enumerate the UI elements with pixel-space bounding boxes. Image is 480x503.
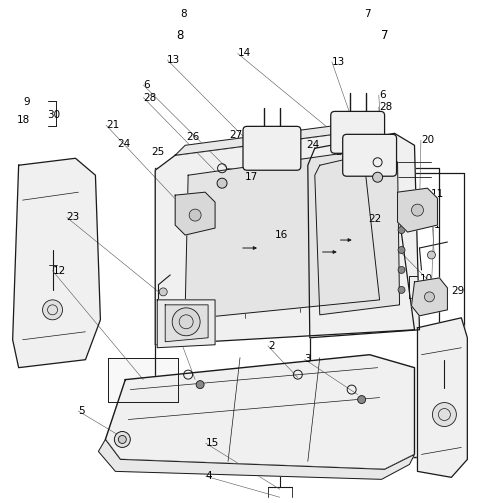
Polygon shape <box>98 440 415 479</box>
Text: 10: 10 <box>420 274 432 284</box>
Text: 13: 13 <box>332 57 345 67</box>
Polygon shape <box>397 188 437 232</box>
FancyBboxPatch shape <box>343 134 396 176</box>
Circle shape <box>43 300 62 320</box>
Polygon shape <box>108 358 178 401</box>
Circle shape <box>398 246 405 254</box>
Circle shape <box>189 209 201 221</box>
Text: 8: 8 <box>177 29 184 42</box>
FancyBboxPatch shape <box>331 111 384 153</box>
Circle shape <box>217 178 227 188</box>
Text: 2: 2 <box>268 341 275 351</box>
Polygon shape <box>157 300 215 348</box>
Text: 28: 28 <box>379 102 392 112</box>
Text: 19: 19 <box>411 291 425 301</box>
Circle shape <box>172 308 200 336</box>
Circle shape <box>432 402 456 427</box>
Polygon shape <box>418 318 468 477</box>
Text: 6: 6 <box>144 80 150 90</box>
Text: 20: 20 <box>421 135 434 145</box>
Circle shape <box>398 207 405 214</box>
Polygon shape <box>155 130 415 345</box>
Text: 28: 28 <box>144 93 156 103</box>
Text: 14: 14 <box>238 48 251 58</box>
Text: 18: 18 <box>16 115 30 125</box>
Polygon shape <box>12 158 100 368</box>
Text: 15: 15 <box>205 438 219 448</box>
Text: 30: 30 <box>48 110 61 120</box>
Circle shape <box>428 251 435 259</box>
Text: 3: 3 <box>305 354 311 364</box>
Text: 25: 25 <box>152 147 165 157</box>
Text: 21: 21 <box>106 120 119 130</box>
Circle shape <box>119 436 126 444</box>
Text: 9: 9 <box>24 97 30 107</box>
Polygon shape <box>315 150 399 315</box>
Text: 17: 17 <box>245 172 258 182</box>
Circle shape <box>398 286 405 293</box>
Text: 5: 5 <box>78 406 85 416</box>
Text: 25: 25 <box>336 147 349 157</box>
Text: 7: 7 <box>381 29 388 42</box>
Polygon shape <box>175 192 215 235</box>
Text: 6: 6 <box>379 90 385 100</box>
Circle shape <box>398 226 405 233</box>
Circle shape <box>398 267 405 274</box>
Circle shape <box>114 432 130 448</box>
Polygon shape <box>106 355 415 469</box>
Text: 8: 8 <box>180 9 187 19</box>
Text: 1: 1 <box>434 220 441 230</box>
Polygon shape <box>308 133 420 338</box>
Circle shape <box>196 381 204 389</box>
Circle shape <box>424 292 434 302</box>
Text: 11: 11 <box>431 189 444 199</box>
Text: 16: 16 <box>275 230 288 240</box>
Text: 29: 29 <box>452 286 465 296</box>
Circle shape <box>411 204 423 216</box>
Text: 3: 3 <box>179 331 185 341</box>
Text: 26: 26 <box>186 132 200 142</box>
Circle shape <box>372 172 383 182</box>
Circle shape <box>159 288 167 296</box>
Circle shape <box>358 395 366 403</box>
Text: 23: 23 <box>67 212 80 222</box>
Text: 4: 4 <box>205 471 212 481</box>
Text: 12: 12 <box>52 266 66 276</box>
Text: 24: 24 <box>117 139 130 149</box>
Text: 13: 13 <box>167 55 180 65</box>
Text: 7: 7 <box>364 9 371 19</box>
Text: 27: 27 <box>229 130 243 140</box>
Polygon shape <box>175 120 374 155</box>
Text: 22: 22 <box>368 214 382 224</box>
Text: 24: 24 <box>306 140 319 150</box>
Polygon shape <box>165 305 208 342</box>
Polygon shape <box>185 152 380 318</box>
FancyBboxPatch shape <box>243 126 301 170</box>
Polygon shape <box>411 278 447 316</box>
